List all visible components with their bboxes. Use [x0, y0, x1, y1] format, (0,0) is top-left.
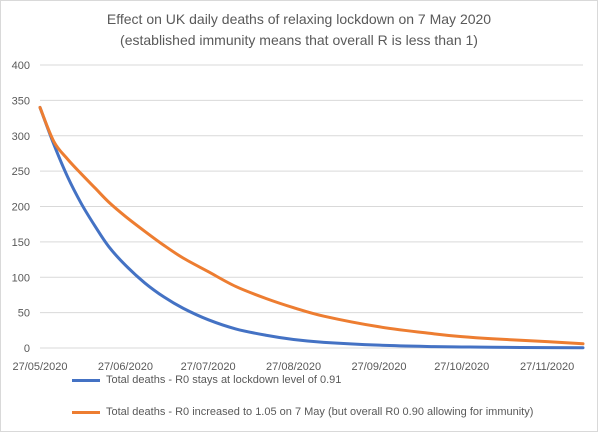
series-line-2: [38, 105, 585, 346]
legend-label-series-2: Total deaths - R0 increased to 1.05 on 7…: [106, 406, 534, 418]
y-tick-label: 350: [12, 95, 30, 107]
x-tick-label: 27/06/2020: [98, 361, 153, 373]
x-tick-label: 27/11/2020: [520, 361, 574, 373]
chart-subtitle: (established immunity means that overall…: [120, 32, 478, 48]
y-tick-label: 400: [12, 60, 30, 72]
y-tick-label: 300: [12, 131, 30, 143]
y-tick-label: 150: [12, 237, 30, 249]
y-axis-ticks: 0 50 100 150 200 250 300 350 400: [12, 60, 30, 355]
x-tick-label: 27/09/2020: [351, 361, 406, 373]
legend-item-series-1: Total deaths - R0 stays at lockdown leve…: [72, 374, 341, 386]
series-lines: [38, 105, 585, 350]
legend-item-series-2: Total deaths - R0 increased to 1.05 on 7…: [72, 406, 533, 418]
legend-swatch-blue: [72, 378, 100, 382]
gridlines: [40, 64, 583, 314]
legend-label-series-1: Total deaths - R0 stays at lockdown leve…: [106, 374, 342, 386]
y-tick-label: 0: [24, 343, 30, 355]
x-tick-label: 27/08/2020: [266, 361, 321, 373]
x-tick-label: 27/07/2020: [181, 361, 236, 373]
y-tick-label: 100: [12, 272, 30, 284]
series-line-1: [38, 105, 585, 350]
y-tick-label: 50: [18, 308, 30, 320]
x-tick-label: 27/10/2020: [434, 361, 489, 373]
x-axis-ticks: 27/05/2020 27/06/2020 27/07/2020 27/08/2020…: [12, 361, 574, 373]
x-tick-label: 27/05/2020: [12, 361, 67, 373]
legend-swatch-orange: [72, 410, 100, 414]
chart-title: Effect on UK daily deaths of relaxing lo…: [106, 11, 492, 27]
y-tick-label: 200: [12, 202, 30, 214]
y-tick-label: 250: [12, 166, 30, 178]
